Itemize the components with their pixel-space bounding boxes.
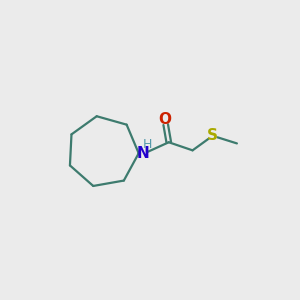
- Text: S: S: [207, 128, 218, 143]
- Text: N: N: [137, 146, 150, 161]
- Text: H: H: [143, 138, 152, 151]
- Text: O: O: [158, 112, 171, 127]
